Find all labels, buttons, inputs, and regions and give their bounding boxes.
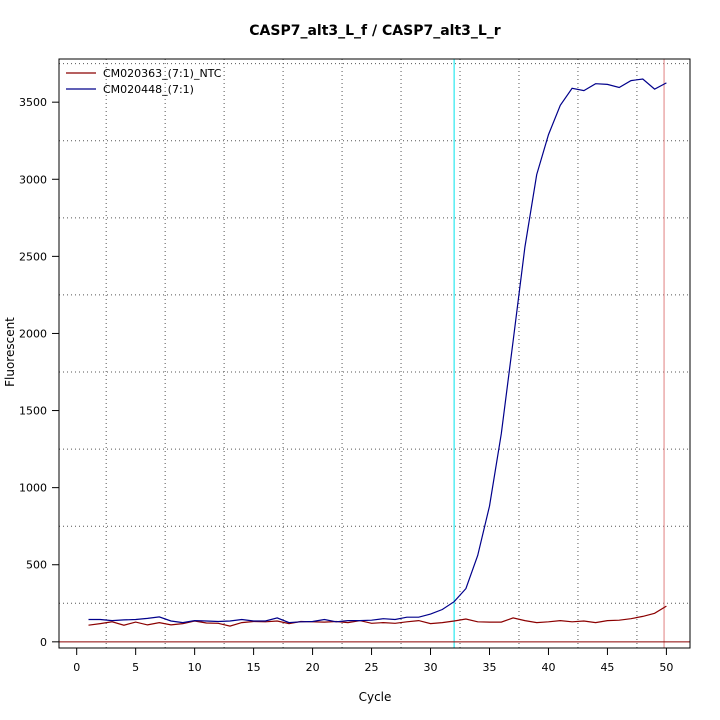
vertical-markers [59,59,690,648]
x-tick-label: 45 [600,661,614,674]
legend-entry: CM020448_(7:1) [103,83,194,96]
y-tick-label: 3500 [19,96,47,109]
plot-frame [58,58,691,649]
grid [59,59,690,648]
y-tick-label: 0 [40,636,47,649]
y-tick-label: 1500 [19,405,47,418]
series-line-2 [88,78,667,624]
series-lines [88,78,667,627]
x-tick-label: 25 [365,661,379,674]
x-tick-label: 30 [424,661,438,674]
legend-entry: CM020363_(7:1)_NTC [103,67,222,80]
y-tick-label: 500 [26,559,47,572]
x-tick-label: 15 [247,661,261,674]
series-line-1 [88,605,667,627]
legend: CM020363_(7:1)_NTC CM020448_(7:1) [66,67,222,96]
x-tick-label: 35 [482,661,496,674]
x-tick-label: 5 [132,661,139,674]
y-axis-label: Fluorescent [3,317,17,387]
y-axis: 0 500 1000 1500 2000 2500 3000 3500 [19,96,59,649]
y-tick-label: 1000 [19,482,47,495]
chart-title: CASP7_alt3_L_f / CASP7_alt3_L_r [249,23,501,39]
x-tick-label: 20 [306,661,320,674]
y-tick-label: 2000 [19,327,47,340]
x-axis-label: Cycle [359,690,392,704]
x-axis: 0 5 10 15 20 25 30 35 40 45 50 [73,648,673,674]
y-tick-label: 2500 [19,250,47,263]
x-tick-label: 10 [188,661,202,674]
y-tick-label: 3000 [19,173,47,186]
x-tick-label: 0 [73,661,80,674]
x-tick-label: 50 [659,661,673,674]
x-tick-label: 40 [541,661,555,674]
